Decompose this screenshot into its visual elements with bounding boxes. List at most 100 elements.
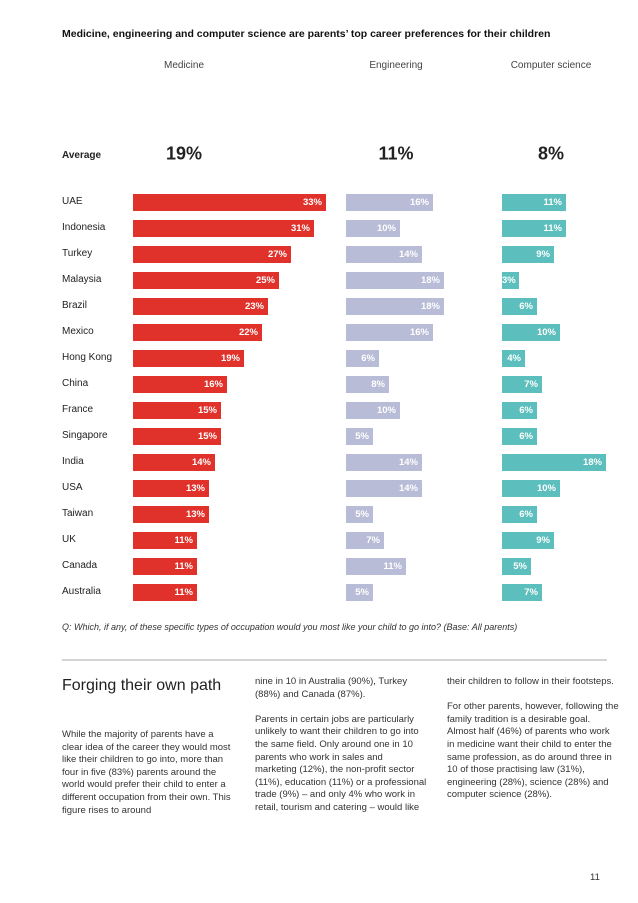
bar-engineering: 14% [346,246,422,263]
computer-science-average-value: 8% [537,143,565,164]
bar-value-label: 9% [536,535,550,546]
country-label: Hong Kong [62,352,113,363]
bar-value-label: 6% [519,301,533,312]
paragraph: their children to follow in their footst… [447,676,614,687]
bar-value-label: 11% [174,561,194,572]
bar-value-label: 10% [376,405,396,416]
country-label: India [62,456,84,467]
bar-value-label: 15% [197,431,217,442]
country-label: China [62,378,89,389]
average-label: Average [62,150,102,161]
column-header-engineering: Engineering [369,60,423,71]
bar-medicine: 13% [133,480,209,497]
bar-value-label: 7% [524,587,538,598]
bar-engineering: 10% [346,220,400,237]
bar-computer-science: 4% [502,350,525,367]
bar-computer-science: 9% [502,246,554,263]
bar-medicine: 14% [133,454,215,471]
bar-medicine: 11% [133,558,197,575]
country-label: Mexico [62,326,94,337]
bar-value-label: 31% [290,223,310,234]
country-label: Malaysia [62,274,102,285]
bar-computer-science: 7% [502,584,542,601]
bar-medicine: 13% [133,506,209,523]
paragraph: nine in 10 in Australia (90%), Turkey (8… [255,676,408,700]
bar-value-label: 5% [355,431,369,442]
bar-medicine: 33% [133,194,326,211]
country-label: France [62,404,94,415]
bar-value-label: 10% [376,223,396,234]
bar-computer-science: 10% [502,324,560,341]
bar-engineering: 5% [346,506,373,523]
country-label: UK [62,534,76,545]
country-label: Canada [62,560,98,571]
bar-value-label: 10% [536,327,556,338]
bar-engineering: 7% [346,532,384,549]
bar-value-label: 10% [536,483,556,494]
bar-value-label: 25% [255,275,275,286]
bar-medicine: 11% [133,584,197,601]
bar-value-label: 5% [355,587,369,598]
country-label: Taiwan [62,508,94,519]
bar-engineering: 11% [346,558,406,575]
stethoscope-icon [172,102,202,141]
bar-engineering: 6% [346,350,379,367]
bar-value-label: 11% [174,587,194,598]
bar-value-label: 23% [244,301,264,312]
bar-computer-science: 9% [502,532,554,549]
bar-engineering: 10% [346,402,400,419]
chart-title: Medicine, engineering and computer scien… [62,28,551,40]
bar-value-label: 6% [361,353,375,364]
bar-medicine: 16% [133,376,227,393]
bar-value-label: 14% [191,457,211,468]
bar-value-label: 11% [383,561,403,572]
bar-value-label: 7% [524,379,538,390]
engineering-average-value: 11% [378,143,414,164]
bar-value-label: 13% [185,483,205,494]
bar-value-label: 11% [543,223,563,234]
bar-value-label: 14% [398,483,418,494]
column-header-medicine: Medicine [163,60,205,71]
bar-medicine: 22% [133,324,262,341]
bar-engineering: 14% [346,480,422,497]
paragraph: Parents in certain jobs are particularly… [255,713,427,813]
country-label: UAE [62,196,83,207]
bar-computer-science: 10% [502,480,560,497]
bar-value-label: 9% [536,249,550,260]
country-label: USA [62,482,83,493]
bar-value-label: 16% [409,327,429,338]
bar-medicine: 27% [133,246,291,263]
bar-engineering: 5% [346,584,373,601]
bar-value-label: 18% [582,457,602,468]
bar-engineering: 18% [346,298,444,315]
bar-value-label: 16% [409,197,429,208]
bar-value-label: 6% [519,509,533,520]
body-text-column-3: their children to follow in their footst… [447,676,619,815]
bar-computer-science: 11% [502,220,566,237]
bar-engineering: 18% [346,272,444,289]
bar-engineering: 14% [346,454,422,471]
bar-value-label: 14% [398,457,418,468]
bar-medicine: 15% [133,402,221,419]
paragraph: While the majority of parents have a cle… [62,729,231,816]
country-label: Turkey [62,248,93,259]
body-text-column-2: nine in 10 in Australia (90%), Turkey (8… [255,676,427,827]
bar-value-label: 11% [543,197,563,208]
bar-value-label: 6% [519,405,533,416]
bar-computer-science: 5% [502,558,531,575]
bar-engineering: 16% [346,194,433,211]
bar-value-label: 14% [398,249,418,260]
bar-value-label: 13% [185,509,205,520]
bar-value-label: 33% [302,197,322,208]
column-header-computer-science: Computer science [510,60,592,71]
bar-value-label: 7% [366,535,380,546]
bar-value-label: 27% [267,249,287,260]
bar-value-label: 6% [519,431,533,442]
country-label: Singapore [62,430,108,441]
bar-computer-science: 6% [502,402,537,419]
bar-value-label: 19% [220,353,240,364]
ring-arc [140,84,228,172]
bar-computer-science: 18% [502,454,606,471]
survey-question-note: Q: Which, if any, of these specific type… [62,622,518,632]
bar-computer-science: 3% [502,272,519,289]
